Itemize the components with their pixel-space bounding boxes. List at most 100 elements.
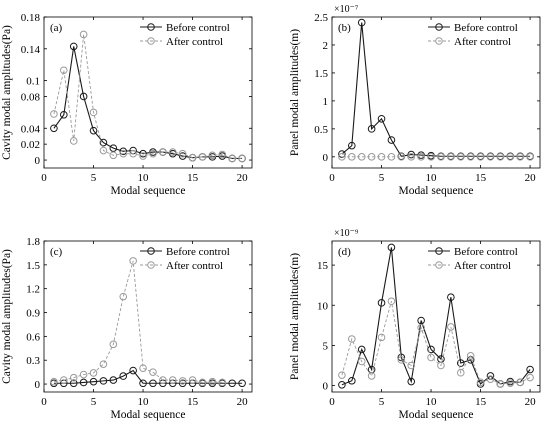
data-point <box>437 361 445 370</box>
data-point <box>447 323 455 331</box>
data-point <box>516 153 524 161</box>
data-point <box>99 360 108 368</box>
data-point <box>139 364 147 372</box>
data-point <box>506 379 515 387</box>
y-tick-label: 1.2 <box>26 284 40 296</box>
series-after-control <box>338 297 534 388</box>
y-tick-label: 0.02 <box>21 139 40 151</box>
legend-entry: Before control <box>166 22 230 34</box>
data-point <box>208 151 217 160</box>
data-point <box>367 153 376 161</box>
data-point <box>377 153 386 161</box>
data-point <box>188 153 197 162</box>
panel-label: (c) <box>50 246 63 258</box>
y-tick-label: 0.18 <box>21 12 41 24</box>
x-tick-label: 5 <box>91 172 97 184</box>
data-point <box>338 153 346 161</box>
series-after-control <box>50 257 227 387</box>
x-tick-label: 0 <box>329 172 335 184</box>
x-tick-label: 5 <box>91 396 97 408</box>
data-point <box>79 92 88 101</box>
data-point <box>486 153 495 161</box>
data-point <box>69 137 78 145</box>
x-tick-label: 10 <box>138 172 150 184</box>
data-point <box>357 18 366 27</box>
legend-entry: After control <box>166 36 223 48</box>
legend-marker <box>435 247 443 255</box>
series-line <box>341 247 531 386</box>
data-point <box>456 368 465 377</box>
data-point <box>89 126 98 135</box>
data-point <box>129 257 137 265</box>
y-tick-label: 1.8 <box>26 236 40 248</box>
data-point <box>466 153 475 161</box>
data-point <box>139 379 147 388</box>
data-point <box>407 361 416 370</box>
data-point <box>466 352 475 360</box>
series-before-control <box>50 42 246 163</box>
x-axis-label: Modal sequence <box>110 185 185 197</box>
y-tick-label: 0 <box>323 381 329 393</box>
data-point <box>60 376 68 384</box>
data-point <box>427 153 435 161</box>
y-tick-label: 1.5 <box>314 68 328 80</box>
y-tick-label: 0 <box>35 379 41 391</box>
chart-panel-b: 0 5 10 15 20 0 0.5 1 1.5 2 2.5 Modal sequence Panel … <box>289 4 541 197</box>
series-after-control <box>50 30 246 163</box>
data-point <box>397 153 406 161</box>
y-tick-label: 0.5 <box>314 124 328 136</box>
x-axis-label: Modal sequence <box>110 409 185 421</box>
y-tick-label: 0 <box>323 152 329 164</box>
data-point <box>60 110 68 119</box>
data-point <box>129 366 137 375</box>
data-point <box>218 150 227 159</box>
x-tick-label: 10 <box>138 396 150 408</box>
data-point <box>109 151 118 160</box>
x-tick-label: 10 <box>426 396 438 408</box>
data-point <box>377 299 386 307</box>
data-point <box>218 378 227 387</box>
data-point <box>109 376 118 384</box>
x-tick-label: 20 <box>237 172 249 184</box>
legend-entry: After control <box>166 260 223 272</box>
plot-frame <box>43 16 253 169</box>
data-point <box>188 376 197 384</box>
legend-marker <box>147 247 155 255</box>
data-point <box>526 365 534 374</box>
data-point <box>367 372 376 380</box>
data-point <box>526 373 534 382</box>
data-point <box>357 357 366 366</box>
y-tick-label: 0.3 <box>26 355 40 367</box>
series-line <box>53 34 243 159</box>
data-point <box>387 153 396 161</box>
series-line <box>341 301 531 385</box>
data-point <box>89 377 98 386</box>
data-point <box>367 125 376 133</box>
data-point <box>79 378 88 387</box>
y-tick-label: 15 <box>317 260 329 272</box>
legend-entry: Before control <box>454 246 518 258</box>
data-point <box>397 356 406 364</box>
data-point <box>178 152 187 160</box>
data-point <box>417 316 425 325</box>
data-point <box>119 372 128 380</box>
data-point <box>168 148 177 156</box>
data-point <box>99 146 108 155</box>
chart-panel-c: 0 5 10 15 20 0 0.3 0.6 0.9 1.2 1.5 1.8 Modal sequenc… <box>1 236 253 421</box>
chart-panel-a: 0 5 10 15 20 0 0.02 0.04 0.08 0.1 0.14 0.18 Modal se… <box>1 12 253 197</box>
data-point <box>348 376 356 385</box>
data-point <box>506 153 515 161</box>
data-point <box>357 345 366 354</box>
data-point <box>447 293 455 302</box>
panel-label: (a) <box>50 22 63 34</box>
data-point <box>397 353 406 362</box>
data-point <box>387 243 396 252</box>
data-point <box>119 149 128 158</box>
data-point <box>476 153 485 161</box>
y-exponent-label: ×10⁻⁷ <box>334 4 359 15</box>
data-point <box>407 150 416 159</box>
y-tick-label: 0.9 <box>26 308 40 320</box>
data-point <box>69 42 78 51</box>
data-point <box>417 323 425 332</box>
data-point <box>99 138 108 147</box>
